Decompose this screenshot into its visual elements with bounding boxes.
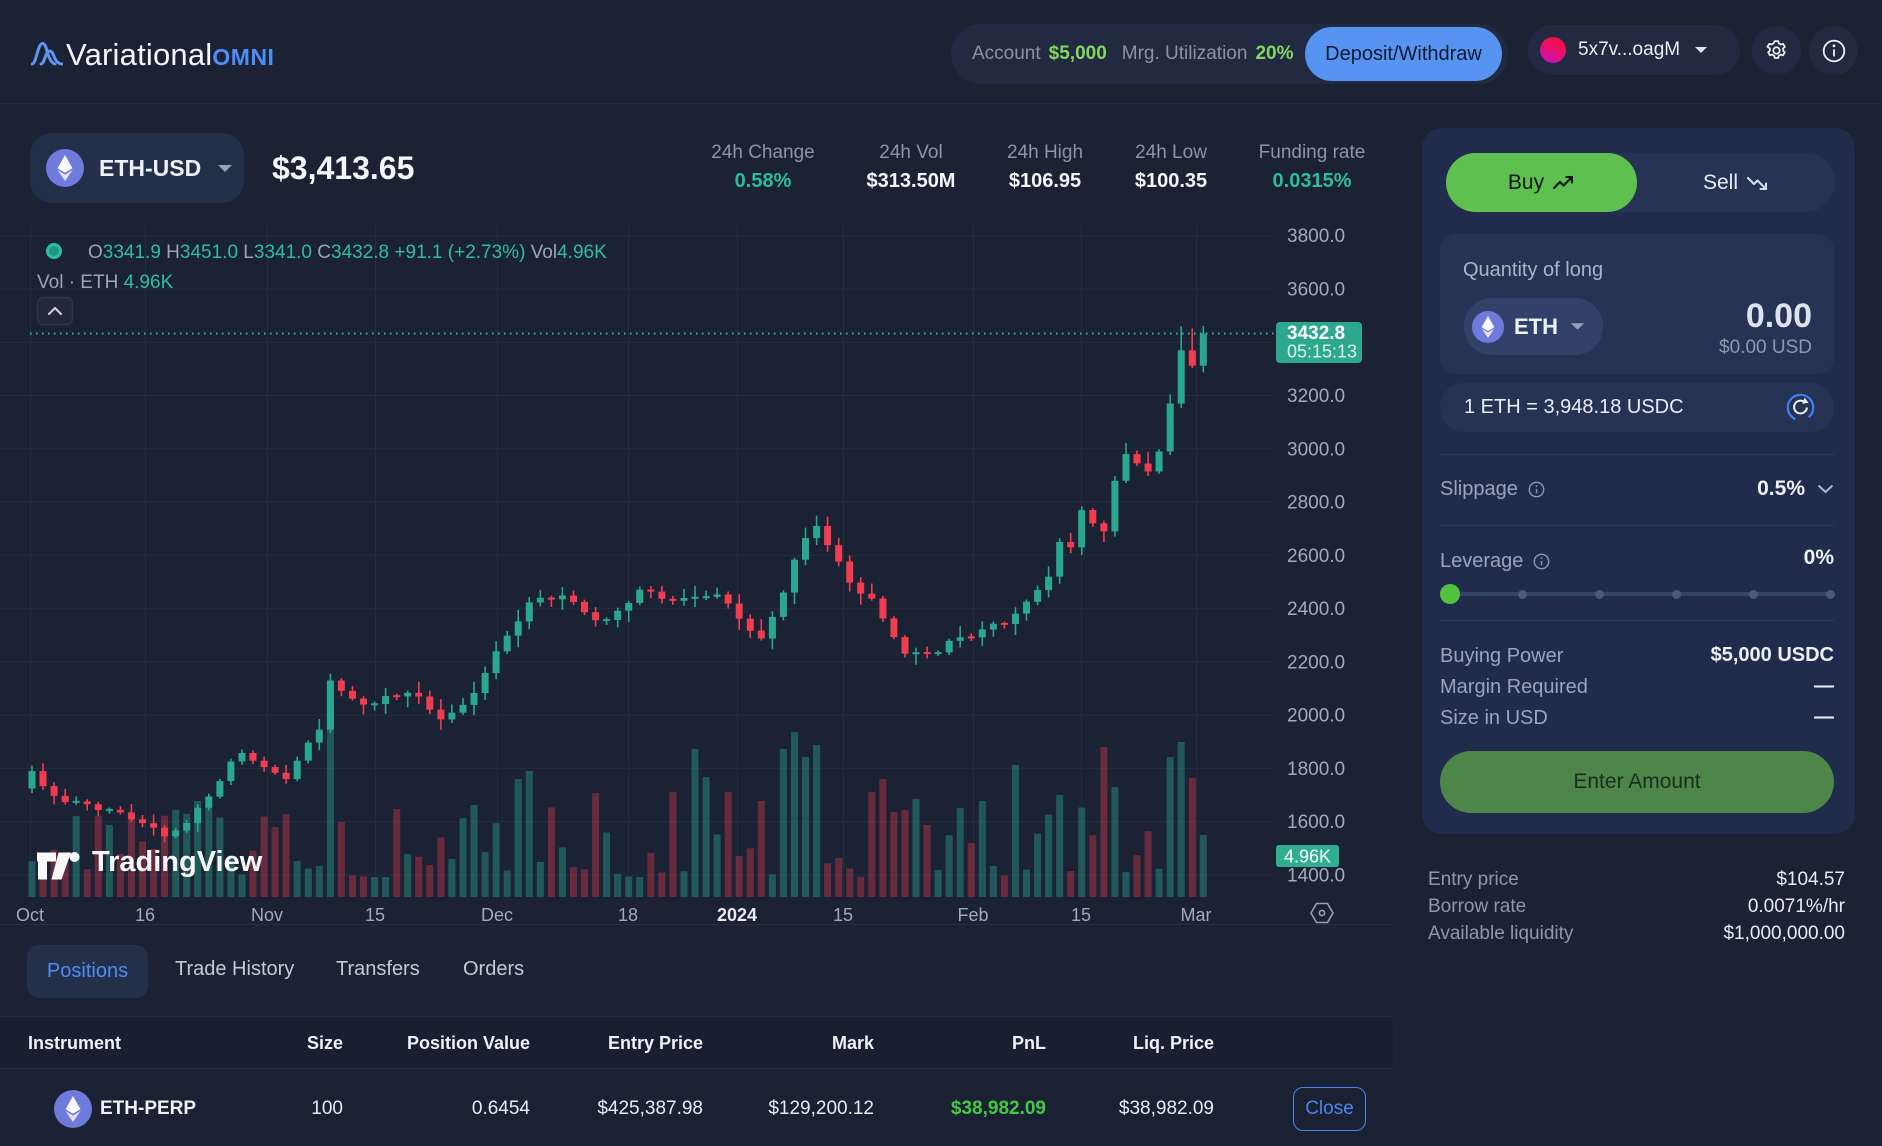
- svg-text:16: 16: [135, 905, 155, 925]
- svg-text:2024: 2024: [717, 905, 757, 925]
- svg-text:2200.0: 2200.0: [1287, 652, 1345, 673]
- svg-text:18: 18: [618, 905, 638, 925]
- svg-text:1800.0: 1800.0: [1287, 759, 1345, 780]
- svg-text:2800.0: 2800.0: [1287, 493, 1345, 514]
- svg-text:1400.0: 1400.0: [1287, 866, 1345, 887]
- svg-text:1600.0: 1600.0: [1287, 812, 1345, 833]
- svg-text:3200.0: 3200.0: [1287, 386, 1345, 407]
- svg-text:4.96K: 4.96K: [1284, 847, 1331, 867]
- svg-text:15: 15: [833, 905, 853, 925]
- svg-text:2000.0: 2000.0: [1287, 706, 1345, 727]
- svg-text:3000.0: 3000.0: [1287, 439, 1345, 460]
- svg-text:3432.8: 3432.8: [1287, 323, 1345, 344]
- svg-text:Nov: Nov: [251, 905, 283, 925]
- svg-text:2600.0: 2600.0: [1287, 546, 1345, 567]
- svg-text:2400.0: 2400.0: [1287, 599, 1345, 620]
- svg-text:Oct: Oct: [16, 905, 44, 925]
- svg-text:15: 15: [365, 905, 385, 925]
- svg-text:O3341.9 H3451.0 L3341.0 C3432.: O3341.9 H3451.0 L3341.0 C3432.8 +91.1 (+…: [88, 242, 607, 263]
- svg-text:Vol · ETH 4.96K: Vol · ETH 4.96K: [37, 272, 174, 293]
- svg-text:TradingView: TradingView: [92, 846, 263, 878]
- svg-text:05:15:13: 05:15:13: [1287, 342, 1357, 362]
- svg-text:Dec: Dec: [481, 905, 513, 925]
- svg-text:3600.0: 3600.0: [1287, 280, 1345, 301]
- svg-text:Feb: Feb: [957, 905, 988, 925]
- svg-text:15: 15: [1071, 905, 1091, 925]
- svg-text:Mar: Mar: [1181, 905, 1212, 925]
- svg-text:3800.0: 3800.0: [1287, 226, 1345, 247]
